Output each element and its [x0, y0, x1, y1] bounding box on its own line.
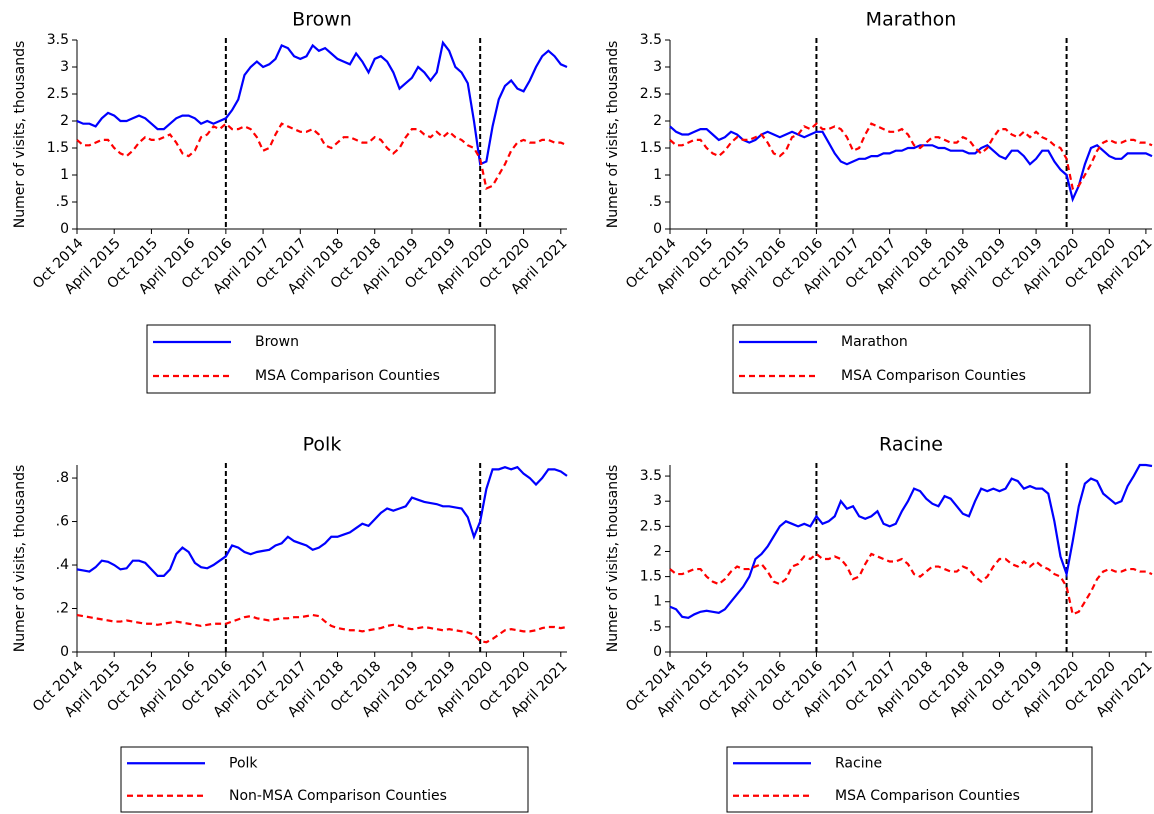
y-tick-label: .8 — [56, 470, 69, 486]
y-tick-label: .2 — [56, 601, 69, 617]
series-line — [669, 125, 1153, 203]
legend-label: MSA Comparison Counties — [841, 368, 1026, 384]
y-tick-label: 2.5 — [640, 86, 662, 102]
series-line — [76, 613, 568, 644]
legend-label: MSA Comparison Counties — [255, 368, 440, 384]
y-tick-label: .5 — [649, 619, 662, 635]
y-tick-label: 1.5 — [640, 140, 662, 156]
y-tick-label: 1 — [653, 594, 662, 610]
legend-box — [146, 324, 496, 394]
series-line — [669, 552, 1153, 616]
y-tick-label: 3 — [60, 59, 69, 75]
y-axis-label: Numer of visits, thousands — [605, 465, 621, 653]
y-tick-label: 3 — [653, 493, 662, 509]
legend-label: Polk — [229, 755, 258, 771]
legend-label: Racine — [835, 755, 882, 771]
y-tick-label: .5 — [649, 194, 662, 210]
y-tick-label: 2 — [60, 113, 69, 129]
legend-label: MSA Comparison Counties — [835, 788, 1020, 804]
y-tick-label: 3.5 — [640, 32, 662, 48]
series-line — [76, 122, 568, 191]
y-tick-label: 0 — [60, 221, 69, 237]
legend-label: Marathon — [841, 334, 908, 350]
y-tick-label: 0 — [60, 644, 69, 660]
y-tick-label: .6 — [56, 514, 69, 530]
chart-title: Polk — [303, 434, 342, 456]
y-axis-label: Numer of visits, thousands — [605, 41, 621, 229]
chart-title: Racine — [879, 434, 943, 456]
series-line — [76, 465, 568, 577]
y-tick-label: 0 — [653, 221, 662, 237]
y-tick-label: 3.5 — [640, 468, 662, 484]
y-tick-label: 1 — [653, 167, 662, 183]
y-tick-label: 2.5 — [47, 86, 69, 102]
y-tick-label: 1 — [60, 167, 69, 183]
y-tick-label: 0 — [653, 644, 662, 660]
y-tick-label: .5 — [56, 194, 69, 210]
y-axis-label: Numer of visits, thousands — [12, 41, 28, 229]
series-line — [76, 40, 568, 166]
legend-box — [726, 746, 1093, 813]
y-tick-label: 3.5 — [47, 32, 69, 48]
series-line — [669, 463, 1153, 619]
y-tick-label: 1.5 — [47, 140, 69, 156]
y-tick-label: 2.5 — [640, 518, 662, 534]
y-tick-label: 1.5 — [640, 569, 662, 585]
legend-label: Non-MSA Comparison Counties — [229, 788, 447, 804]
legend-label: Brown — [255, 334, 299, 350]
legend-box — [732, 324, 1091, 394]
y-axis-label: Numer of visits, thousands — [12, 465, 28, 653]
y-tick-label: 2 — [653, 543, 662, 559]
y-tick-label: .4 — [56, 557, 69, 573]
y-tick-label: 2 — [653, 113, 662, 129]
chart-title: Marathon — [866, 9, 957, 31]
chart-title: Brown — [292, 9, 352, 31]
legend-box — [120, 746, 529, 813]
y-tick-label: 3 — [653, 59, 662, 75]
